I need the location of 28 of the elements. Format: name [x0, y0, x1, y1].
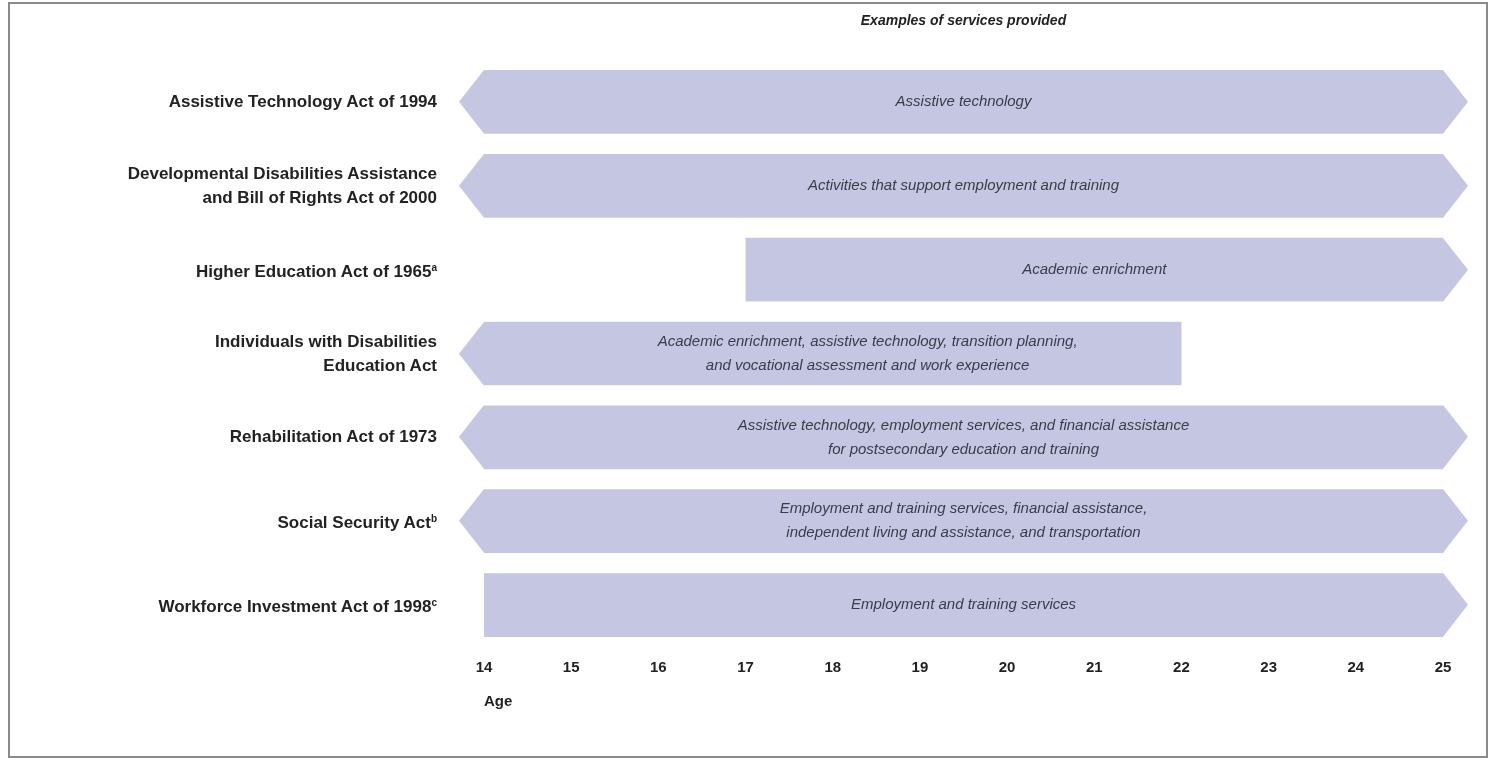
x-tick-label: 21 [1085, 658, 1103, 676]
x-tick-label: 15 [562, 658, 580, 676]
x-tick-label: 22 [1173, 658, 1190, 676]
annotation: Employment and training services, financial assistance, independent living and assistance, and transportation [779, 499, 1148, 541]
x-axis-title: Age [484, 692, 513, 710]
x-tick-label: 24 [1347, 658, 1365, 676]
annotation: Academic enrichment, assistive technology, transition planning, and vocational assessment and work experience [656, 331, 1078, 373]
annotation: Activities that support employment and training [807, 175, 1120, 193]
y-tick-label: Individuals with Disabilities Education Act [215, 330, 437, 377]
y-tick-label: Workforce Investment Act of 1998$^{c}$ [158, 595, 437, 619]
x-tick-label: 14 [475, 658, 493, 676]
annotation: Employment and training services [850, 595, 1077, 613]
x-tick-label: 16 [650, 658, 667, 676]
y-tick-label: Assistive Technology Act of 1994 [168, 90, 437, 113]
x-tick-label: 25 [1434, 658, 1452, 676]
annotation: Assistive technology [894, 92, 1033, 110]
y-tick-label: Higher Education Act of 1965$^{a}$ [195, 260, 437, 283]
x-tick-label: 20 [998, 658, 1016, 676]
chart-title: Examples of services provided [860, 12, 1067, 28]
annotation: Academic enrichment [1021, 259, 1168, 277]
x-tick-label: 23 [1260, 658, 1277, 676]
y-tick-label: Rehabilitation Act of 1973 [229, 426, 437, 449]
y-tick-label: Social Security Act$^{b}$ [277, 511, 437, 535]
y-tick-label: Developmental Disabilities Assistance and Bill of Rights Act of 2000 [127, 162, 437, 209]
x-tick-label: 17 [737, 658, 754, 676]
x-tick-label: 18 [824, 658, 842, 676]
x-tick-label: 19 [911, 658, 929, 676]
annotation: Assistive technology, employment services, and financial assistance for postsecondary education and training [736, 415, 1190, 457]
